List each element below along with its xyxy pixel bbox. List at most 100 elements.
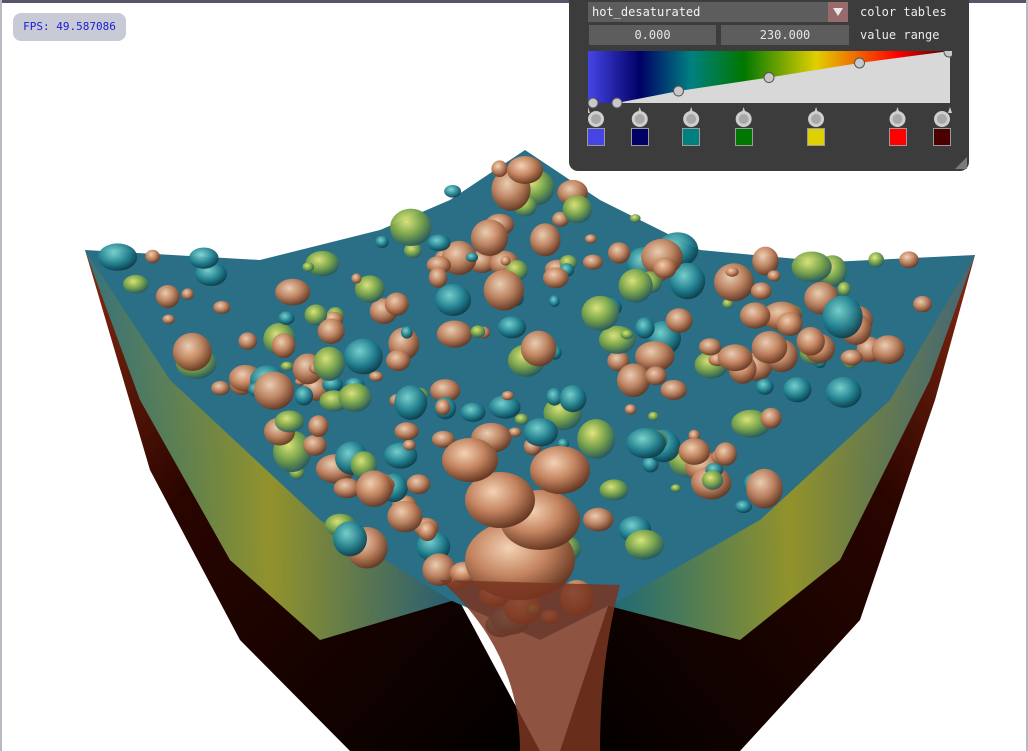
isosurface-blob [577, 419, 615, 459]
isosurface-blob [678, 438, 711, 465]
isosurface-blob [629, 214, 641, 223]
isosurface-blob [840, 349, 863, 366]
isosurface-blob [767, 270, 781, 282]
color-stop-swatch[interactable] [807, 128, 826, 146]
transfer-function-panel: hot_desaturated color tables 0.000 230.0… [569, 0, 969, 171]
window-left-border [0, 0, 2, 751]
isosurface-blob [660, 379, 687, 400]
color-stop-handle[interactable] [588, 107, 604, 127]
isosurface-blob [489, 395, 521, 419]
isosurface-blob [422, 553, 456, 586]
isosurface-blob [530, 446, 590, 494]
transfer-function-editor[interactable] [588, 51, 952, 151]
isosurface-blob [648, 411, 659, 421]
isosurface-blob [653, 257, 677, 279]
isosurface-blob [559, 385, 587, 413]
isosurface-blob [123, 274, 149, 294]
isosurface-blob [581, 295, 620, 331]
isosurface-blob [825, 377, 862, 408]
isosurface-blob [617, 363, 650, 398]
isosurface-blob [98, 243, 138, 271]
color-stop-swatch[interactable] [734, 128, 753, 146]
isosurface-blob [635, 317, 655, 339]
isosurface-blob [497, 316, 527, 339]
color-stop-swatch[interactable] [630, 128, 649, 146]
color-stop-swatch[interactable] [587, 128, 605, 146]
opacity-control-point[interactable] [673, 85, 684, 97]
isosurface-blob [442, 438, 498, 482]
color-stop-handle[interactable] [934, 107, 952, 127]
range-max-input[interactable]: 230.000 [721, 25, 849, 45]
isosurface-blob [714, 263, 754, 302]
isosurface-blob [735, 500, 752, 513]
isosurface-blob [871, 335, 905, 365]
isosurface-blob [868, 252, 884, 268]
isosurface-blob [211, 380, 230, 396]
isosurface-blob [333, 521, 367, 557]
isosurface-blob [431, 430, 455, 448]
isosurface-blob [491, 160, 508, 177]
opacity-control-point[interactable] [763, 72, 775, 84]
isosurface-blob [507, 156, 543, 184]
isosurface-blob [530, 223, 561, 257]
isosurface-blob [465, 472, 535, 528]
isosurface-blob [584, 234, 597, 244]
color-stop-handle[interactable] [683, 107, 700, 127]
isosurface-blob [501, 391, 514, 401]
isosurface-blob [351, 273, 362, 284]
color-stop-swatch[interactable] [933, 128, 951, 146]
resize-grip-icon[interactable] [955, 157, 967, 169]
isosurface-blob [625, 529, 664, 560]
isosurface-blob [436, 320, 473, 348]
color-stop-handle[interactable] [808, 107, 825, 127]
color-stop-swatch[interactable] [682, 128, 701, 146]
opacity-control-point[interactable] [943, 51, 952, 58]
isosurface-blob [752, 246, 779, 276]
isosurface-blob [304, 304, 328, 326]
isosurface-blob [670, 484, 682, 493]
isosurface-blob [145, 249, 161, 264]
isosurface-blob [253, 371, 294, 410]
color-stop-handle[interactable] [889, 107, 906, 127]
color-stop-handle[interactable] [631, 107, 648, 127]
isosurface-blob [546, 388, 563, 406]
opacity-control-point[interactable] [588, 97, 599, 109]
color-tables-label: color tables [860, 5, 947, 19]
isosurface-blob [523, 418, 558, 447]
isosurface-blob [791, 251, 832, 283]
isosurface-blob [384, 292, 409, 316]
color-stop-handle[interactable] [735, 107, 752, 127]
isosurface-blob [562, 195, 593, 224]
isosurface-blob [470, 219, 509, 256]
isosurface-blob [796, 327, 825, 356]
isosurface-blob [460, 402, 486, 422]
isosurface-blob [624, 404, 637, 415]
isosurface-blob [430, 379, 461, 403]
range-min-input[interactable]: 0.000 [589, 25, 716, 45]
opacity-control-point[interactable] [611, 97, 623, 109]
isosurface-blob [344, 338, 383, 375]
isosurface-blob [760, 407, 782, 429]
opacity-control-point[interactable] [854, 57, 865, 69]
isosurface-blob [776, 312, 803, 337]
isosurface-blob [406, 474, 431, 495]
isosurface-blob [394, 385, 428, 420]
isosurface-blob [701, 470, 724, 490]
isosurface-blob [899, 251, 919, 269]
color-table-dropdown[interactable]: hot_desaturated [588, 2, 848, 22]
isosurface-blob [698, 338, 722, 356]
isosurface-blob [822, 295, 863, 339]
isosurface-blob [305, 250, 340, 277]
chevron-down-icon[interactable] [828, 2, 848, 22]
isosurface-blob [278, 311, 295, 325]
isosurface-blob [746, 468, 783, 509]
isosurface-blob [274, 410, 305, 433]
isosurface-blob [837, 281, 851, 297]
volume-top-surface [85, 150, 975, 640]
isosurface-blob [725, 267, 739, 277]
color-stop-swatch[interactable] [888, 128, 907, 146]
isosurface-blob [608, 242, 631, 264]
isosurface-blob [620, 329, 634, 340]
isosurface-blob [722, 298, 734, 309]
